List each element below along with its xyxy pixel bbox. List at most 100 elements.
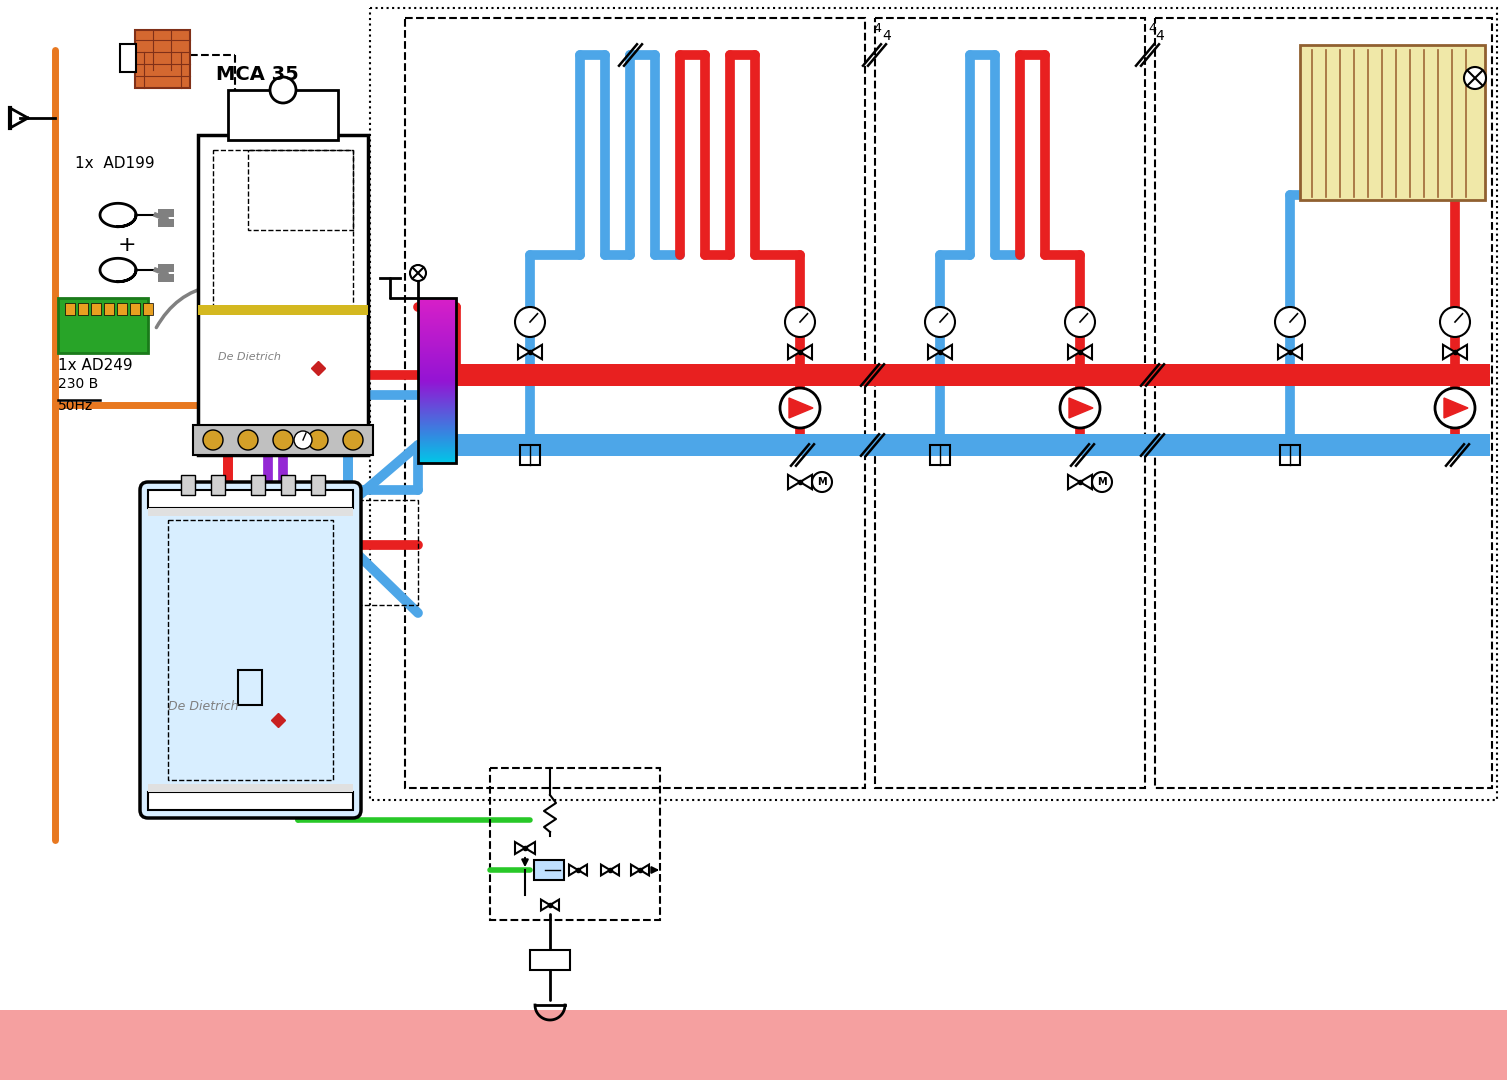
Bar	[417, 363, 457, 365]
Bar	[417, 375, 457, 377]
Bar	[417, 310, 457, 311]
Bar	[417, 330, 457, 333]
FancyBboxPatch shape	[140, 482, 362, 818]
Bar	[417, 320, 457, 322]
Bar	[158, 219, 173, 227]
Bar	[417, 403, 457, 405]
Circle shape	[410, 265, 426, 281]
Bar	[417, 409, 457, 410]
Bar	[417, 341, 457, 342]
Bar	[417, 391, 457, 392]
Bar	[417, 365, 457, 366]
Bar	[417, 303, 457, 306]
Polygon shape	[550, 900, 559, 910]
Bar	[417, 423, 457, 424]
Bar	[417, 318, 457, 320]
Bar	[417, 435, 457, 436]
Polygon shape	[515, 842, 524, 854]
Bar	[417, 386, 457, 388]
Bar	[417, 377, 457, 378]
Bar	[148, 792, 353, 810]
Bar	[417, 440, 457, 442]
Bar	[417, 306, 457, 308]
Bar	[417, 421, 457, 422]
Bar	[417, 337, 457, 338]
Polygon shape	[1444, 345, 1454, 360]
Text: 1x AD249: 1x AD249	[57, 357, 133, 373]
Bar	[417, 301, 457, 302]
Bar	[197, 135, 368, 455]
Bar	[211, 475, 225, 495]
Bar	[417, 360, 457, 362]
Bar	[1301, 45, 1484, 200]
Bar	[417, 460, 457, 461]
Bar	[417, 438, 457, 440]
Polygon shape	[790, 399, 812, 418]
Bar	[417, 411, 457, 413]
Bar	[417, 399, 457, 400]
Bar	[417, 413, 457, 415]
Bar	[417, 323, 457, 324]
Bar	[238, 670, 262, 705]
Bar	[0, 1010, 1507, 1080]
Bar	[417, 319, 457, 321]
Bar	[130, 303, 140, 315]
Polygon shape	[1454, 345, 1466, 360]
Bar	[417, 458, 457, 459]
Bar	[417, 336, 457, 337]
Bar	[417, 356, 457, 357]
Bar	[417, 347, 457, 349]
Circle shape	[294, 431, 312, 449]
Bar	[417, 318, 457, 319]
Bar	[417, 315, 457, 316]
Circle shape	[1065, 307, 1096, 337]
Bar	[417, 379, 457, 380]
Bar	[57, 298, 148, 353]
Bar	[417, 335, 457, 337]
Text: 4: 4	[1148, 22, 1156, 35]
Bar	[417, 367, 457, 368]
Bar	[417, 383, 457, 384]
Polygon shape	[1278, 345, 1290, 360]
Circle shape	[270, 77, 295, 103]
Bar	[417, 462, 457, 463]
Bar	[417, 389, 457, 391]
Bar	[417, 343, 457, 345]
Bar	[197, 305, 368, 315]
Bar	[417, 415, 457, 417]
Polygon shape	[601, 865, 610, 876]
Bar	[417, 359, 457, 361]
Polygon shape	[610, 865, 619, 876]
Polygon shape	[524, 842, 535, 854]
Bar	[417, 406, 457, 407]
Bar	[417, 303, 457, 305]
Bar	[417, 427, 457, 429]
Polygon shape	[800, 475, 812, 489]
Bar	[417, 307, 457, 309]
Bar	[417, 417, 457, 418]
Polygon shape	[1068, 399, 1093, 418]
Polygon shape	[800, 345, 812, 360]
Bar	[417, 426, 457, 427]
Bar	[158, 274, 173, 282]
Text: 1x  AD199: 1x AD199	[75, 156, 155, 171]
Bar	[249, 150, 353, 230]
Bar	[417, 396, 457, 397]
Bar	[417, 437, 457, 438]
Bar	[405, 18, 865, 788]
Bar	[371, 8, 1496, 800]
Bar	[167, 519, 333, 780]
Text: +: +	[118, 235, 137, 255]
Bar	[417, 311, 457, 312]
Bar	[417, 387, 457, 389]
Text: 230 В: 230 В	[57, 377, 98, 391]
Bar	[417, 388, 457, 390]
Bar	[417, 411, 457, 414]
Bar	[417, 441, 457, 443]
Bar	[417, 418, 457, 419]
Circle shape	[344, 430, 363, 450]
Bar	[417, 314, 457, 315]
Circle shape	[785, 307, 815, 337]
Bar	[417, 451, 457, 453]
Bar	[417, 445, 457, 446]
